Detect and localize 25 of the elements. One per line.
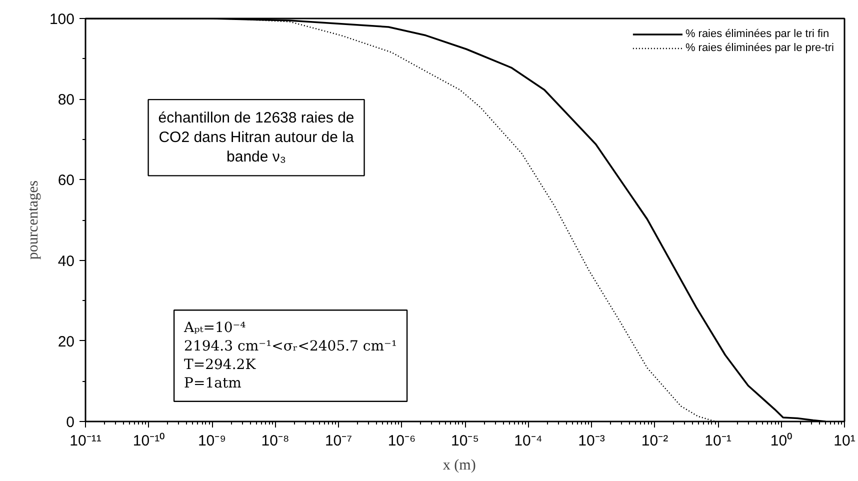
x-tick-label: 10⁻¹¹ [70, 432, 102, 450]
y-tick-label: 40 [58, 252, 75, 270]
x-tick-label: 10⁻³ [578, 432, 605, 450]
annotation: Aₚₜ=10⁻⁴ 2194.3 cm⁻¹<σᵣ<2405.7 cm⁻¹ T=294.2K P=1atm [183, 320, 398, 392]
x-tick-label: 10⁻⁴ [514, 432, 542, 450]
x-tick-label: 10⁰ [770, 432, 792, 450]
x-tick-label: 10¹ [834, 432, 856, 450]
y-tick-label: 80 [58, 92, 75, 109]
x-tick-label: 10⁻⁶ [388, 432, 416, 450]
x-tick-label: 10⁻¹⁰ [132, 432, 165, 450]
y-tick-label: 20 [58, 333, 75, 350]
x-tick-label: 10⁻⁸ [261, 432, 290, 450]
x-tick-label: 10⁻² [641, 432, 668, 450]
annotation: échantillon de 12638 raies de CO2 dans Hitran autour de la bande ν₃ [158, 110, 354, 166]
y-tick-label: 60 [58, 172, 75, 190]
x-tick-label: 10⁻⁹ [198, 432, 226, 450]
x-axis-title: x (m) [442, 458, 476, 474]
y-axis-title: pourcentages [25, 180, 42, 260]
x-tick-label: 10⁻⁷ [324, 432, 352, 450]
x-tick-label: 10⁻¹ [704, 432, 732, 450]
legend-label: % raies éliminées par le tri fin [685, 28, 830, 40]
x-tick-label: 10⁻⁵ [451, 432, 479, 450]
y-tick-label: 0 [66, 414, 74, 431]
y-tick-label: 100 [49, 11, 75, 28]
legend-label: % raies éliminées par le pre-tri [685, 42, 834, 54]
